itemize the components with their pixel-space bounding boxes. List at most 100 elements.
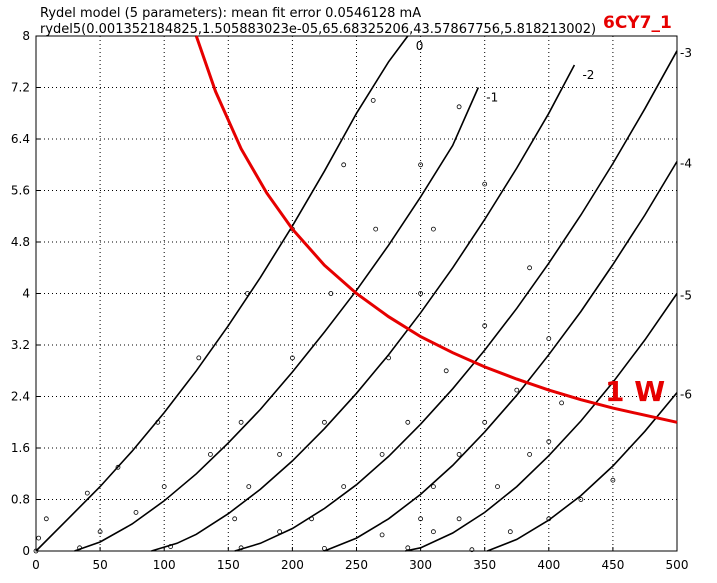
series-label--6: -6: [680, 388, 692, 402]
measured-point: [309, 516, 315, 522]
measured-point: [507, 529, 513, 535]
measured-point: [245, 291, 250, 296]
x-tick-label: 300: [409, 558, 432, 572]
measured-point: [289, 355, 295, 361]
series-label--5: -5: [680, 289, 692, 303]
measured-point: [97, 529, 103, 535]
measured-point: [238, 419, 244, 425]
measured-point: [527, 265, 532, 271]
x-tick-label: 150: [217, 558, 240, 572]
measured-point: [578, 497, 584, 502]
chart-title-line-2: rydel5(0.001352184825,1.505883023e-05,65…: [40, 22, 596, 37]
y-tick-label: 4.8: [11, 235, 30, 249]
measured-point: [321, 419, 327, 425]
measured-points: [33, 98, 616, 554]
measured-point: [610, 477, 616, 483]
measured-point: [155, 419, 161, 425]
y-tick-label: 3.2: [11, 338, 30, 352]
measured-point: [482, 323, 488, 329]
measured-point: [482, 181, 488, 187]
series-label--4: -4: [680, 157, 692, 171]
y-tick-label: 8: [22, 29, 30, 43]
x-tick-label: 0: [32, 558, 40, 572]
measured-point: [277, 529, 283, 535]
x-tick-label: 450: [601, 558, 624, 572]
y-tick-label: 2.4: [11, 390, 30, 404]
measured-point: [469, 547, 475, 553]
measured-point: [559, 400, 564, 406]
measured-point: [430, 529, 436, 535]
measured-point: [430, 484, 436, 490]
measured-point: [405, 419, 411, 425]
x-tick-label: 400: [537, 558, 560, 572]
measured-point: [161, 484, 167, 490]
measured-point: [456, 104, 462, 110]
y-tick-label: 7.2: [11, 81, 30, 95]
measured-point: [379, 532, 385, 538]
x-tick-label: 350: [473, 558, 496, 572]
x-tick-label: 50: [92, 558, 107, 572]
axis-ticks: 0 50 100 150 200 250 300 350 400 450 500 0 0.8 1.6 2.4…: [11, 29, 689, 572]
y-tick-label: 1.6: [11, 441, 30, 455]
measured-point: [238, 545, 244, 551]
series-label-0: 0: [416, 39, 424, 53]
measured-point: [36, 535, 41, 541]
series-line--4: [324, 161, 678, 552]
measured-point: [456, 516, 462, 522]
measured-point: [430, 226, 436, 232]
measured-point: [84, 490, 90, 496]
measured-point: [379, 451, 385, 457]
measured-point: [405, 545, 411, 551]
x-tick-label: 200: [281, 558, 304, 572]
measured-point: [495, 484, 500, 490]
measured-point: [341, 484, 347, 490]
measured-point: [373, 226, 379, 232]
series-line--2: [151, 64, 576, 552]
measured-point: [418, 162, 424, 168]
series-label--3: -3: [680, 46, 692, 60]
measured-point: [115, 464, 121, 470]
measured-point: [196, 355, 202, 361]
chart-title-line-1: Rydel model (5 parameters): mean fit err…: [40, 6, 421, 21]
x-tick-label: 500: [666, 558, 689, 572]
measured-point: [527, 451, 532, 457]
measured-point: [546, 516, 552, 522]
series-label--2: -2: [582, 68, 594, 82]
measured-point: [341, 162, 347, 168]
series-line-0: [35, 35, 409, 552]
measured-point: [321, 546, 327, 551]
y-tick-label: 0.8: [11, 493, 30, 507]
measured-point: [168, 544, 174, 549]
measured-point: [418, 291, 424, 296]
y-tick-label: 6.4: [11, 132, 30, 146]
measured-point: [443, 368, 449, 374]
y-tick-label: 5.6: [11, 184, 30, 198]
measured-point: [514, 387, 520, 393]
series-line--3: [234, 50, 678, 552]
measured-point: [386, 355, 392, 361]
measured-point: [482, 419, 488, 425]
measured-point: [207, 451, 213, 457]
measured-point: [370, 98, 376, 103]
tube-label: 6CY7_1: [603, 13, 672, 33]
measured-point: [418, 516, 424, 522]
measured-point: [133, 510, 139, 515]
power-curve-group: [194, 35, 678, 424]
measured-point: [33, 548, 39, 554]
measured-point: [546, 336, 552, 342]
measured-point: [246, 484, 252, 490]
plate-curves: 0 -1 -2 -3 -4 -5 -6: [35, 35, 692, 552]
x-tick-label: 250: [345, 558, 368, 572]
measured-point: [77, 545, 82, 551]
series-line--6: [487, 392, 678, 552]
measured-point: [546, 439, 552, 445]
measured-point: [328, 291, 334, 296]
x-tick-label: 100: [153, 558, 176, 572]
power-curve: [194, 35, 678, 424]
measured-point: [43, 516, 49, 522]
series-line--1: [74, 87, 480, 552]
measured-point: [277, 451, 283, 457]
series-line--5: [405, 293, 678, 552]
